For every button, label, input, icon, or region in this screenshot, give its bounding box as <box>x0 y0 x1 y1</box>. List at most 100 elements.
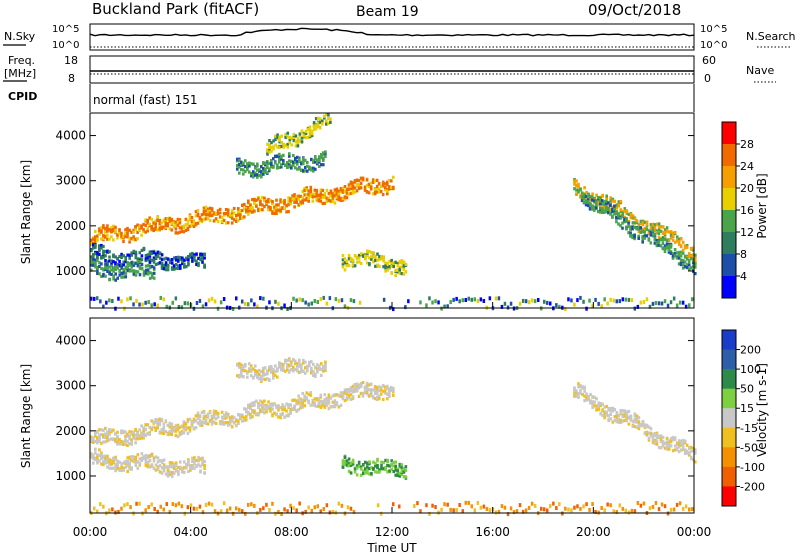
echo-cell <box>366 465 369 469</box>
echo-cell <box>172 265 176 269</box>
echo-cell <box>643 234 646 238</box>
ground-scatter-cell <box>180 504 184 509</box>
echo-cell <box>585 190 588 194</box>
echo-cell <box>114 465 117 469</box>
colorbar-segment <box>722 486 736 507</box>
echo-cell <box>404 468 408 472</box>
echo-cell <box>174 266 178 270</box>
echo-cell <box>94 261 97 265</box>
echo-cell <box>621 211 625 215</box>
echo-cell <box>361 394 365 398</box>
echo-cell <box>106 460 109 464</box>
echo-cell <box>92 453 95 457</box>
echo-cell <box>297 399 300 403</box>
echo-cell <box>230 221 234 225</box>
echo-cell <box>253 201 256 205</box>
echo-cell <box>201 260 204 264</box>
echo-cell <box>182 427 186 431</box>
ground-scatter-cell <box>494 296 498 301</box>
echo-cell <box>382 466 385 471</box>
echo-cell <box>261 406 264 410</box>
echo-cell <box>270 141 273 145</box>
echo-cell <box>158 421 162 425</box>
ground-scatter-cell <box>262 296 265 301</box>
echo-cell <box>177 470 180 474</box>
echo-cell <box>164 221 168 225</box>
echo-cell <box>345 390 349 394</box>
ground-scatter-cell <box>93 296 96 301</box>
echo-cell <box>382 461 385 465</box>
echo-cell <box>649 434 653 438</box>
ground-scatter-cell <box>168 509 171 514</box>
echo-cell <box>657 445 661 450</box>
echo-cell <box>577 385 580 389</box>
echo-cell <box>240 368 243 372</box>
echo-cell <box>307 192 310 196</box>
echo-cell <box>196 214 200 218</box>
echo-cell <box>694 259 697 263</box>
echo-cell <box>174 426 178 431</box>
echo-cell <box>244 159 247 163</box>
echo-cell <box>382 265 385 269</box>
echo-cell <box>96 256 99 261</box>
echo-cell <box>317 401 321 405</box>
colorbar-segment <box>722 447 736 468</box>
ground-scatter-cell <box>259 507 262 512</box>
echo-cell <box>675 256 679 260</box>
echo-cell <box>603 411 606 415</box>
echo-cell <box>639 219 643 223</box>
echo-cell <box>150 463 154 467</box>
echo-cell <box>168 472 172 476</box>
echo-cell <box>312 166 315 170</box>
echo-cell <box>607 203 610 207</box>
echo-cell <box>194 414 198 418</box>
echo-cell <box>291 407 294 411</box>
freq-tick-low: 8 <box>68 72 75 85</box>
ground-scatter-cell <box>319 297 322 302</box>
echo-cell <box>623 209 627 213</box>
echo-cell <box>687 267 691 271</box>
echo-cell <box>146 268 150 272</box>
echo-cell <box>373 388 377 392</box>
echo-cell <box>116 437 119 441</box>
echo-cell <box>357 256 361 260</box>
echo-cell <box>122 271 126 275</box>
echo-cell <box>196 411 200 415</box>
echo-cell <box>300 168 303 172</box>
echo-cell <box>679 258 683 262</box>
echo-cell <box>144 460 148 464</box>
echo-cell <box>164 430 168 434</box>
echo-cell <box>194 214 198 218</box>
echo-cell <box>398 271 402 275</box>
echo-cell <box>286 165 289 169</box>
echo-cell <box>611 205 615 209</box>
echo-cell <box>297 197 300 201</box>
ground-scatter-cell <box>461 509 464 514</box>
echo-cell <box>349 258 353 262</box>
echo-cell <box>136 223 139 227</box>
echo-cell <box>208 211 212 215</box>
echo-cell <box>311 401 315 405</box>
echo-cell <box>579 384 582 388</box>
echo-cell <box>313 401 317 405</box>
echo-cell <box>108 459 111 463</box>
ground-scatter-cell <box>117 296 120 301</box>
echo-cell <box>341 391 345 395</box>
echo-cell <box>683 264 687 268</box>
echo-cell <box>158 417 162 422</box>
echo-cell <box>168 470 172 474</box>
echo-cell <box>386 385 389 390</box>
echo-cell <box>128 461 131 465</box>
echo-cell <box>286 358 289 362</box>
echo-cell <box>263 399 266 403</box>
echo-cell <box>118 468 121 472</box>
y-tick-label: 4000 <box>55 334 86 348</box>
echo-cell <box>267 404 270 408</box>
echo-cell <box>222 416 226 420</box>
echo-cell <box>166 268 170 272</box>
echo-cell <box>362 254 365 258</box>
echo-cell <box>247 403 250 407</box>
power-colorbar-label: Power [dB] <box>755 173 769 238</box>
echo-cell <box>375 190 379 194</box>
echo-cell <box>243 202 246 207</box>
